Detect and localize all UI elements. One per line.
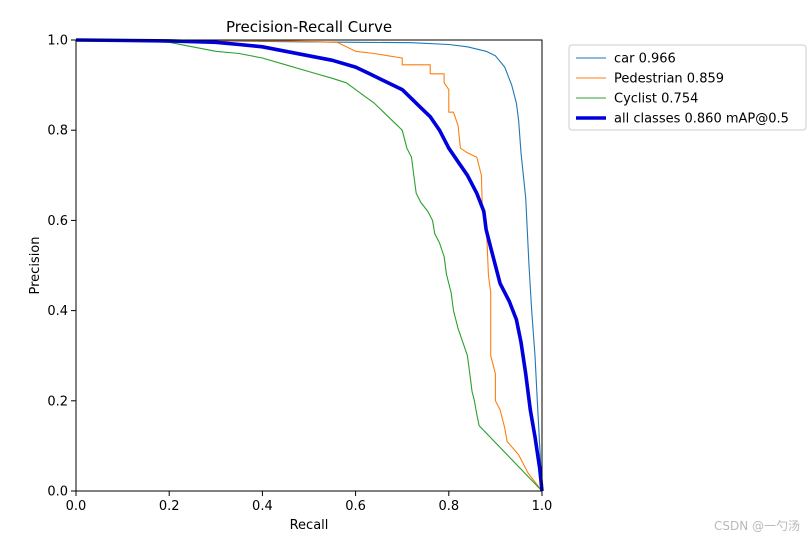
x-tick-label: 0.6: [345, 499, 366, 514]
series-line-2: [75, 39, 543, 492]
legend-label-3: all classes 0.860 mAP@0.5: [614, 112, 789, 127]
y-tick-label: 1.0: [47, 34, 68, 49]
x-tick-label: 0.8: [438, 499, 459, 514]
y-tick-label: 0.0: [47, 485, 68, 500]
x-tick-label: 0.4: [252, 499, 273, 514]
y-axis-label: Precision: [28, 236, 43, 294]
plot-frame: [75, 39, 543, 492]
legend-box: [568, 44, 807, 131]
chart-title: Precision-Recall Curve: [226, 18, 392, 36]
series-line-1: [75, 39, 543, 492]
x-axis-label: Recall: [290, 518, 329, 533]
legend-label-2: Cyclist 0.754: [614, 92, 698, 107]
series-line-0: [75, 39, 543, 492]
y-tick-label: 0.4: [47, 304, 68, 319]
csdn-watermark: CSDN @一勺汤: [713, 519, 800, 533]
y-tick-label: 0.8: [47, 124, 68, 139]
x-tick-label: 0.0: [66, 499, 87, 514]
x-tick-label: 1.0: [532, 499, 553, 514]
series-group: [75, 38, 544, 492]
series-line-3: [75, 38, 544, 492]
legend-label-0: car 0.966: [614, 52, 676, 67]
legend-label-1: Pedestrian 0.859: [614, 72, 724, 87]
y-tick-label: 0.2: [47, 394, 68, 409]
y-tick-label: 0.6: [47, 214, 68, 229]
x-tick-label: 0.2: [159, 499, 180, 514]
